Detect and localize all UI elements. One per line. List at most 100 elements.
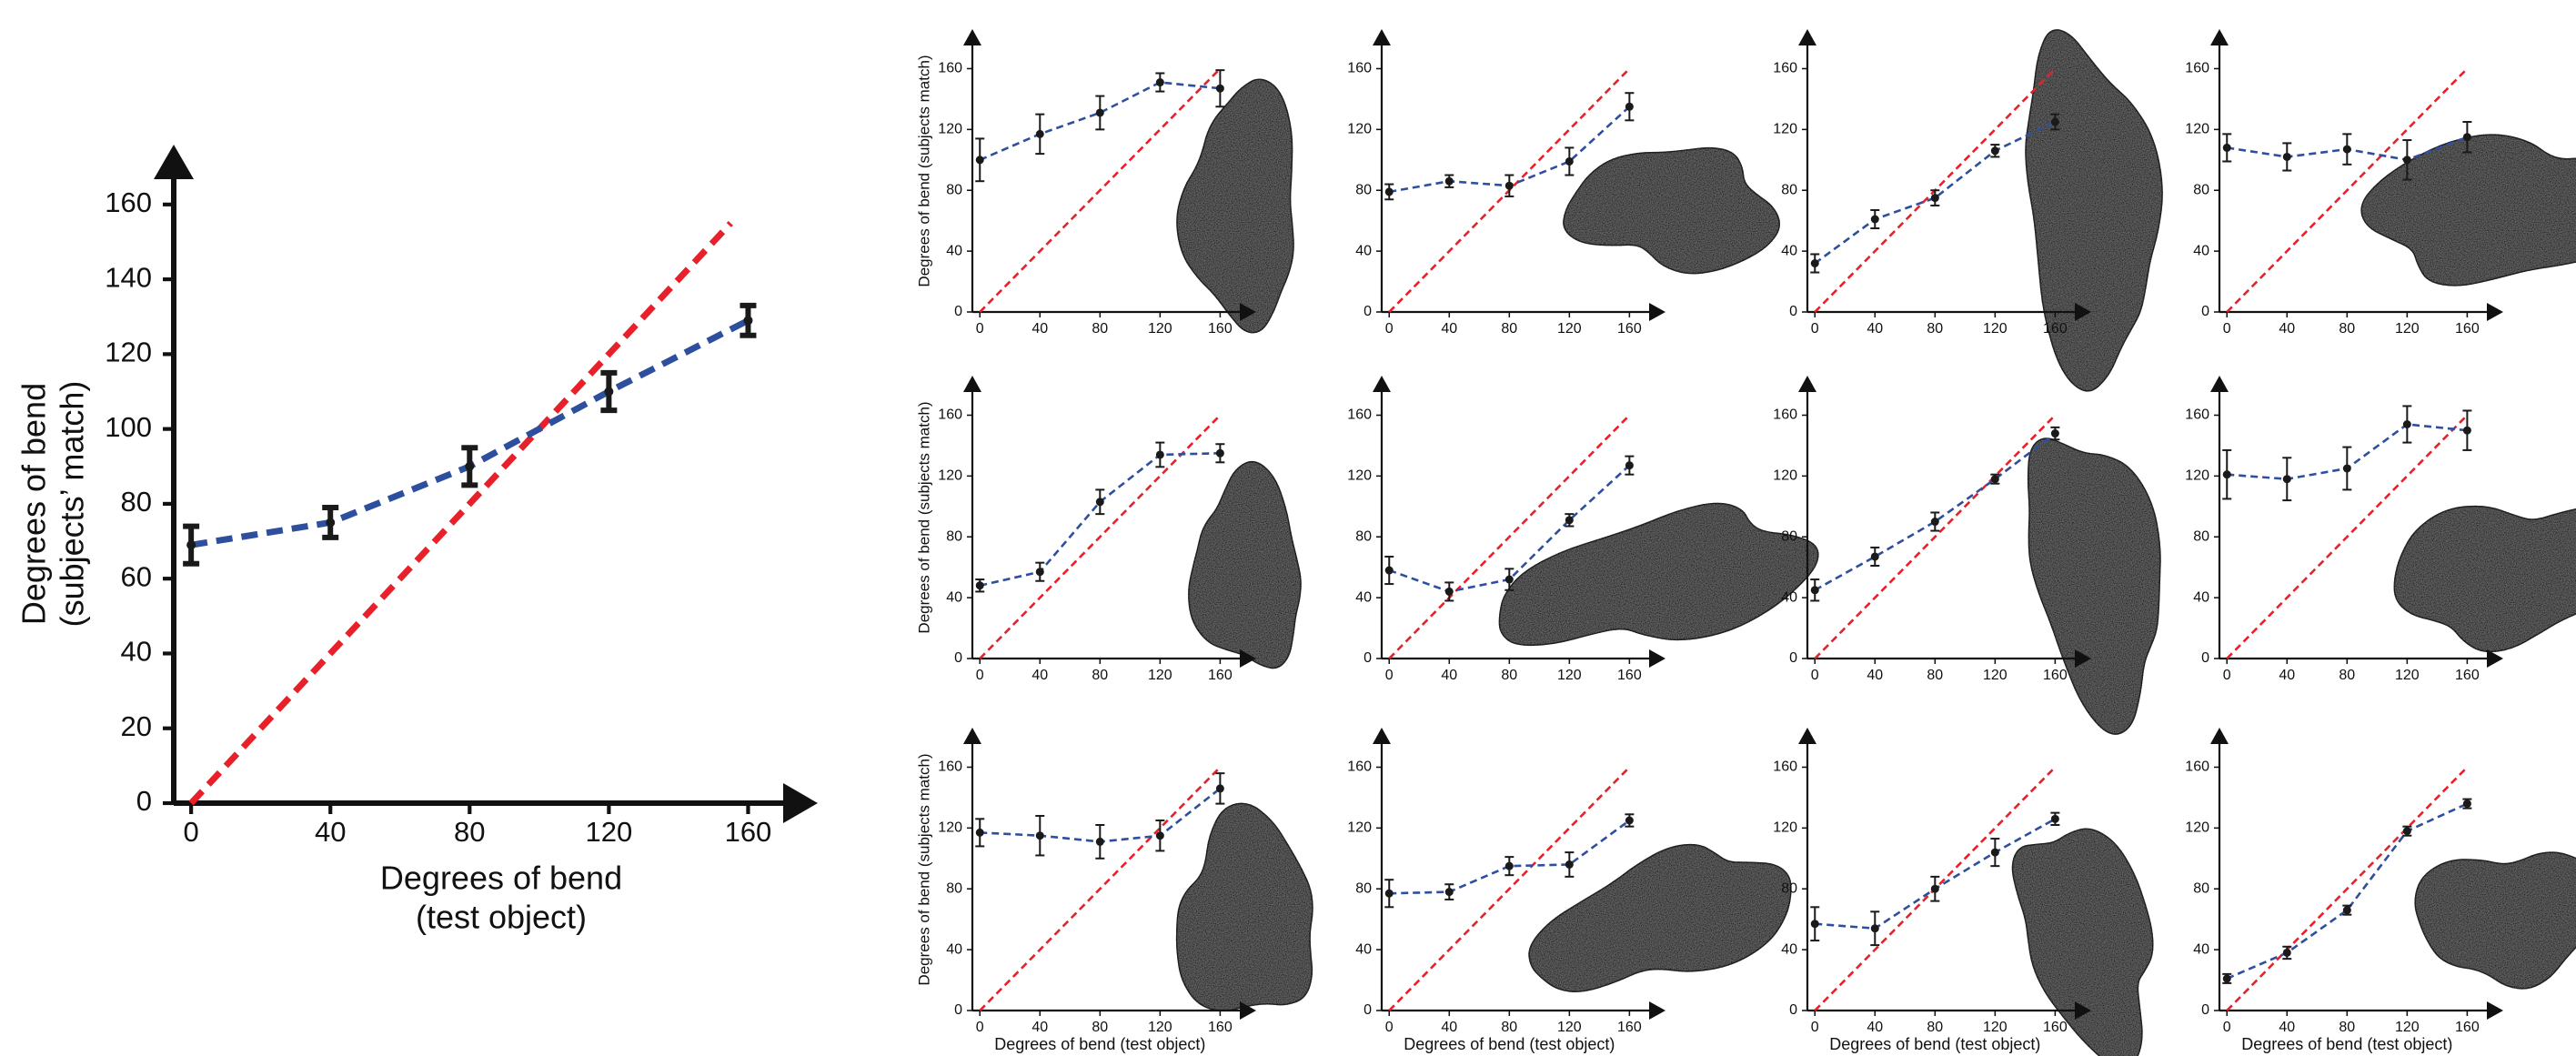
- y-tick-label: 80: [946, 880, 962, 896]
- data-point: [743, 316, 753, 326]
- y-tick-label: 0: [954, 304, 962, 319]
- data-point: [2462, 800, 2471, 809]
- object-image: [1563, 146, 1781, 275]
- y-tick-label: 80: [2193, 880, 2209, 896]
- x-tick-label: 0: [184, 816, 199, 848]
- y-tick-label: 0: [1789, 1002, 1797, 1018]
- data-point: [1215, 784, 1224, 793]
- series-line: [979, 766, 1222, 1011]
- x-axis-label: (test object): [416, 899, 587, 936]
- y-axis-arrow: [963, 376, 981, 392]
- y-tick-label: 0: [1363, 1002, 1372, 1018]
- y-tick-label: 160: [2185, 407, 2209, 423]
- x-tick-label: 120: [2395, 321, 2420, 337]
- data-point: [1810, 920, 1819, 929]
- x-tick-label: 40: [1441, 1020, 1457, 1035]
- x-tick-label: 40: [1441, 668, 1457, 683]
- y-tick-label: 40: [1355, 243, 1372, 258]
- x-tick-label: 0: [2223, 1020, 2231, 1035]
- y-tick-label: 160: [1347, 759, 1372, 775]
- y-axis-arrow: [154, 145, 194, 179]
- data-point: [1035, 568, 1044, 577]
- x-tick-label: 160: [1208, 668, 1233, 683]
- y-axis-arrow: [1373, 376, 1391, 392]
- x-tick-label: 0: [2223, 321, 2231, 337]
- y-axis-arrow: [1798, 29, 1816, 45]
- x-tick-label: 0: [1811, 1020, 1819, 1035]
- x-tick-label: 120: [1557, 1020, 1582, 1035]
- x-tick-label: 120: [2395, 668, 2420, 683]
- y-axis-arrow: [1798, 376, 1816, 392]
- y-axis-arrow: [1373, 728, 1391, 744]
- data-point: [2402, 156, 2411, 165]
- object-image: [1498, 502, 1819, 647]
- data-point: [1384, 187, 1394, 196]
- y-tick-label: 80: [1781, 528, 1797, 544]
- x-axis-arrow: [1649, 303, 1665, 321]
- x-tick-label: 40: [2279, 321, 2295, 337]
- x-tick-label: 0: [976, 668, 984, 683]
- y-axis-arrow: [963, 728, 981, 744]
- y-tick-label: 140: [105, 261, 152, 293]
- object-image: [2025, 29, 2163, 392]
- data-point: [1870, 924, 1879, 933]
- data-point: [1215, 448, 1224, 458]
- y-tick-label: 80: [1355, 182, 1372, 197]
- data-point: [1155, 78, 1164, 87]
- y-tick-label: 40: [946, 589, 962, 605]
- y-tick-label: 120: [2185, 468, 2209, 484]
- y-tick-label: 160: [2185, 759, 2209, 775]
- series-line: [188, 221, 733, 806]
- data-point: [2402, 420, 2411, 429]
- series-line: [2226, 802, 2468, 981]
- y-tick-label: 20: [121, 710, 152, 742]
- y-tick-label: 80: [2193, 528, 2209, 544]
- x-tick-label: 160: [725, 816, 772, 848]
- y-tick-label: 160: [105, 186, 152, 218]
- x-axis-label: Degrees of bend (test object): [2241, 1035, 2452, 1053]
- y-tick-label: 40: [2193, 941, 2209, 957]
- y-tick-label: 120: [1347, 122, 1372, 137]
- y-tick-label: 120: [1347, 468, 1372, 484]
- x-axis-arrow: [2487, 1001, 2503, 1020]
- data-point: [2282, 948, 2291, 957]
- x-tick-label: 40: [1031, 321, 1048, 337]
- y-tick-label: 120: [2185, 122, 2209, 137]
- x-tick-label: 160: [2455, 321, 2480, 337]
- y-tick-label: 80: [946, 182, 962, 197]
- y-tick-label: 160: [938, 61, 962, 76]
- data-point: [975, 156, 984, 165]
- y-tick-label: 80: [1355, 528, 1372, 544]
- y-tick-label: 40: [2193, 589, 2209, 605]
- x-tick-label: 40: [2279, 668, 2295, 683]
- y-tick-label: 120: [938, 468, 962, 484]
- x-tick-label: 80: [1927, 668, 1943, 683]
- x-tick-label: 120: [1148, 321, 1172, 337]
- data-point: [1990, 146, 1999, 156]
- x-tick-label: 80: [2339, 1020, 2355, 1035]
- x-tick-label: 40: [1867, 321, 1883, 337]
- x-tick-label: 160: [2455, 1020, 2480, 1035]
- y-tick-label: 120: [1773, 820, 1797, 836]
- x-tick-label: 80: [1927, 321, 1943, 337]
- x-tick-label: 120: [1983, 668, 2007, 683]
- y-axis-label: Degrees of bend (subjects match): [915, 401, 932, 633]
- x-tick-label: 160: [1208, 1020, 1233, 1035]
- y-axis-arrow: [2210, 728, 2229, 744]
- data-point: [2342, 464, 2351, 473]
- x-tick-label: 160: [2043, 321, 2068, 337]
- x-tick-label: 160: [1617, 1020, 1642, 1035]
- y-tick-label: 0: [1363, 304, 1372, 319]
- y-tick-label: 60: [121, 560, 152, 592]
- data-point: [1625, 102, 1634, 111]
- x-tick-label: 40: [1031, 668, 1048, 683]
- series-line: [979, 451, 1221, 588]
- series-line: [2226, 766, 2469, 1011]
- y-tick-label: 40: [1781, 941, 1797, 957]
- data-point: [1565, 516, 1574, 525]
- data-point: [1444, 587, 1454, 596]
- x-tick-label: 40: [2279, 1020, 2295, 1035]
- y-tick-label: 160: [938, 407, 962, 423]
- x-tick-label: 0: [976, 321, 984, 337]
